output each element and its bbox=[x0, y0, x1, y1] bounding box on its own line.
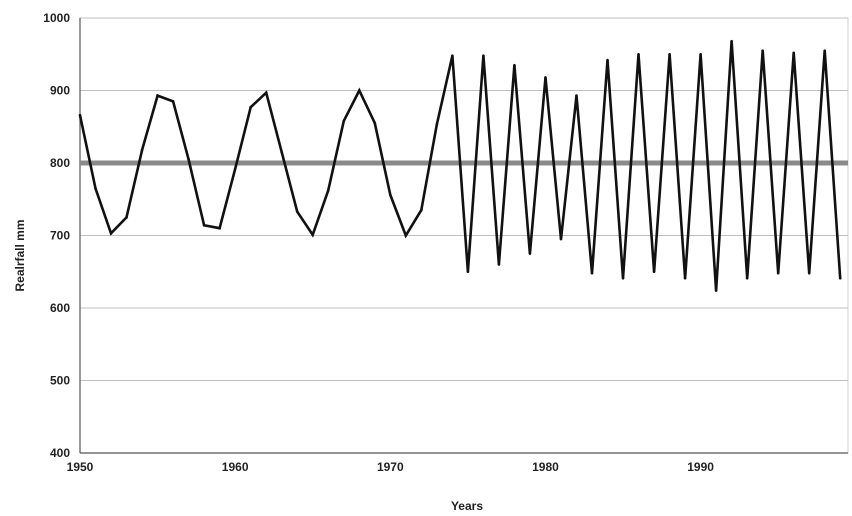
data-point bbox=[249, 105, 252, 109]
data-point bbox=[668, 52, 671, 56]
data-point bbox=[838, 276, 842, 280]
data-point bbox=[652, 270, 656, 274]
data-point bbox=[295, 210, 299, 213]
data-point bbox=[78, 113, 82, 117]
data-point bbox=[156, 94, 159, 97]
data-point bbox=[761, 49, 764, 52]
data-point bbox=[606, 58, 609, 62]
data-point bbox=[94, 187, 97, 190]
data-point bbox=[435, 123, 439, 126]
x-tick-label: 1960 bbox=[222, 460, 249, 474]
data-point bbox=[637, 52, 640, 56]
data-point bbox=[482, 54, 485, 57]
data-point bbox=[497, 263, 501, 266]
y-tick-label: 600 bbox=[50, 301, 70, 315]
data-points bbox=[78, 39, 842, 292]
data-point bbox=[109, 232, 113, 235]
x-tick-label: 1980 bbox=[532, 460, 559, 474]
series-line bbox=[78, 41, 842, 291]
data-point bbox=[202, 224, 206, 227]
data-point bbox=[513, 63, 516, 67]
data-point bbox=[373, 121, 377, 125]
data-point bbox=[389, 193, 392, 197]
data-point bbox=[683, 276, 687, 280]
data-point bbox=[776, 271, 780, 275]
data-point bbox=[621, 276, 625, 280]
data-point bbox=[171, 100, 175, 103]
y-tick-label: 500 bbox=[50, 374, 70, 388]
data-point bbox=[590, 271, 594, 275]
x-tick-labels: 1950 1960 1970 1980 1990 bbox=[67, 460, 715, 474]
y-tick-labels: 400 500 600 700 800 900 1000 bbox=[43, 11, 70, 460]
data-point bbox=[745, 276, 749, 280]
x-axis-title: Years bbox=[451, 499, 483, 513]
y-axis-title: Realrfall mm bbox=[13, 219, 27, 291]
data-point bbox=[233, 167, 237, 171]
data-point bbox=[125, 216, 128, 219]
y-tick-label: 400 bbox=[50, 446, 70, 460]
data-point bbox=[699, 52, 702, 56]
data-point bbox=[807, 271, 811, 275]
data-point bbox=[823, 49, 827, 52]
data-point bbox=[187, 158, 190, 161]
data-point bbox=[357, 89, 361, 92]
gridlines bbox=[80, 17, 848, 381]
x-tick-label: 1970 bbox=[377, 460, 404, 474]
data-point bbox=[342, 119, 346, 123]
data-point bbox=[311, 233, 315, 237]
data-point bbox=[575, 94, 578, 97]
data-point bbox=[528, 252, 532, 255]
y-tick-label: 700 bbox=[50, 229, 70, 243]
data-point bbox=[730, 39, 733, 43]
x-tick-label: 1990 bbox=[687, 460, 714, 474]
data-point bbox=[404, 234, 408, 237]
data-point bbox=[466, 270, 470, 274]
data-point bbox=[420, 208, 423, 212]
data-point bbox=[280, 150, 283, 154]
data-point bbox=[140, 148, 144, 152]
data-point bbox=[792, 51, 795, 55]
y-tick-label: 800 bbox=[50, 156, 70, 170]
y-tick-label: 900 bbox=[50, 84, 70, 98]
data-point bbox=[218, 226, 221, 230]
x-tick-label: 1950 bbox=[67, 460, 94, 474]
data-point bbox=[559, 237, 563, 241]
data-point bbox=[451, 54, 454, 57]
data-point bbox=[326, 189, 330, 192]
data-point bbox=[714, 289, 718, 292]
data-point bbox=[264, 91, 268, 94]
y-tick-label: 1000 bbox=[43, 11, 70, 25]
data-point bbox=[544, 76, 547, 79]
